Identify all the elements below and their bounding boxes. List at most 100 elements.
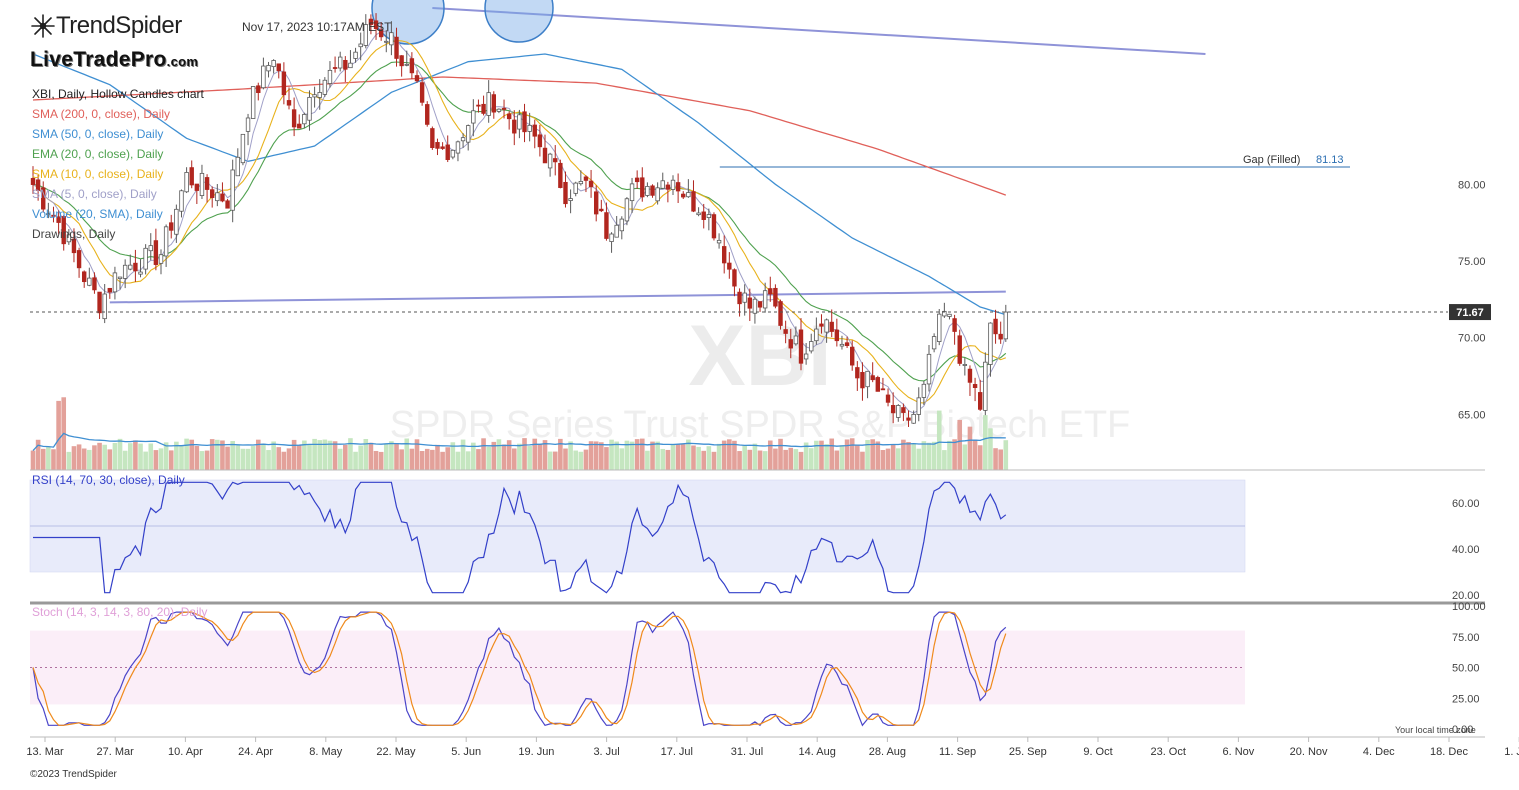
legend-item-4[interactable]: SMA (10, 0, close), Daily [32, 167, 164, 181]
indicator-legend: XBI, Daily, Hollow Candles chart SMA (200… [32, 84, 204, 244]
volume-bar [885, 448, 891, 470]
volume-bar [445, 447, 451, 470]
legend-item-2[interactable]: SMA (50, 0, close), Daily [32, 127, 164, 141]
candle [778, 301, 783, 326]
volume-bar [209, 439, 215, 470]
x-tick-label: 23. Oct [1150, 746, 1185, 758]
volume-bar [844, 439, 850, 470]
price-tick-label: 65.00 [1458, 409, 1486, 421]
candle [302, 114, 307, 125]
candle [558, 162, 563, 188]
volume-bar [983, 415, 988, 470]
volume-bar [634, 439, 640, 470]
candle [937, 313, 942, 342]
candle [850, 346, 855, 366]
legend-item-3[interactable]: EMA (20, 0, close), Daily [32, 147, 164, 161]
candle [481, 103, 486, 114]
volume-bar [675, 444, 681, 470]
candle [993, 318, 998, 335]
candle [148, 245, 153, 252]
volume-bar [383, 443, 389, 470]
volume-bar [435, 444, 440, 470]
candle [890, 405, 896, 414]
candle [128, 264, 133, 270]
legend-item-5[interactable]: SMA (5, 0, close), Daily [32, 187, 157, 201]
candle [348, 62, 353, 69]
volume-bar [358, 445, 363, 470]
candle [281, 71, 287, 96]
candle [583, 176, 589, 181]
x-tick-label: 11. Sep [939, 746, 976, 758]
volume-bar [424, 448, 430, 470]
legend-item-0[interactable]: XBI, Daily, Hollow Candles chart [32, 87, 204, 101]
x-tick-label: 17. Jul [661, 746, 693, 758]
candle [199, 172, 205, 196]
candle [66, 234, 72, 243]
x-tick-label: 18. Dec [1430, 746, 1468, 758]
volume-bar [138, 443, 143, 470]
legend-item-6[interactable]: Volume (20, SMA), Daily [32, 207, 163, 221]
candle [435, 142, 440, 149]
volume-bar [97, 442, 102, 470]
volume-bar [419, 451, 425, 470]
candle [901, 407, 906, 413]
candle [276, 63, 281, 72]
volume-bar [527, 446, 532, 470]
volume-bar [936, 410, 942, 470]
candle [117, 276, 123, 279]
candle [261, 65, 266, 89]
candle [803, 353, 809, 360]
legend-item-7[interactable]: Drawings, Daily [32, 227, 116, 241]
candle [942, 310, 947, 317]
candle [215, 192, 220, 202]
stoch-d-line [32, 611, 1007, 726]
x-tick-label: 9. Oct [1083, 746, 1112, 758]
volume-bar [148, 443, 154, 470]
volume-bar [921, 441, 927, 470]
volume-bar [701, 450, 707, 470]
volume-bar [394, 443, 399, 470]
volume-bar [578, 451, 584, 470]
volume-bar [880, 449, 886, 470]
volume-bar [179, 445, 184, 470]
volume-bar [639, 438, 645, 470]
volume-bar [317, 440, 323, 470]
volume-bar [302, 440, 307, 470]
volume-bar [655, 441, 660, 470]
volume-bar [481, 438, 486, 470]
trendspider-logo: TrendSpider [30, 12, 182, 40]
volume-bar [414, 439, 420, 470]
volume-bar [225, 446, 230, 470]
volume-bar [168, 450, 174, 470]
x-tick-label: 31. Jul [731, 746, 763, 758]
volume-bar [158, 448, 164, 470]
volume-bar [906, 442, 911, 470]
candle [921, 383, 927, 398]
volume-bar [189, 439, 195, 470]
volume-bar [798, 451, 804, 470]
stoch-tick-label: 100.00 [1452, 601, 1486, 613]
volume-bar [757, 450, 763, 470]
volume-bar [762, 451, 768, 470]
candle [665, 184, 671, 190]
volume-bar [532, 438, 538, 470]
volume-bar [778, 438, 783, 470]
x-tick-label: 1. Jan [1504, 746, 1519, 758]
candle [691, 191, 696, 212]
volume-bar [153, 450, 159, 470]
volume-bar [230, 440, 235, 470]
volume-bar [793, 449, 799, 470]
volume-bar [399, 449, 404, 470]
volume-bar [593, 441, 599, 470]
candle [343, 59, 348, 70]
candle [916, 397, 921, 415]
volume-bar [650, 441, 655, 470]
candle [527, 124, 532, 132]
volume-bar [747, 449, 753, 470]
candle [655, 187, 660, 202]
candle [793, 335, 799, 345]
volume-bar [337, 448, 343, 470]
candle [414, 75, 420, 82]
legend-item-1[interactable]: SMA (200, 0, close), Daily [32, 107, 171, 121]
